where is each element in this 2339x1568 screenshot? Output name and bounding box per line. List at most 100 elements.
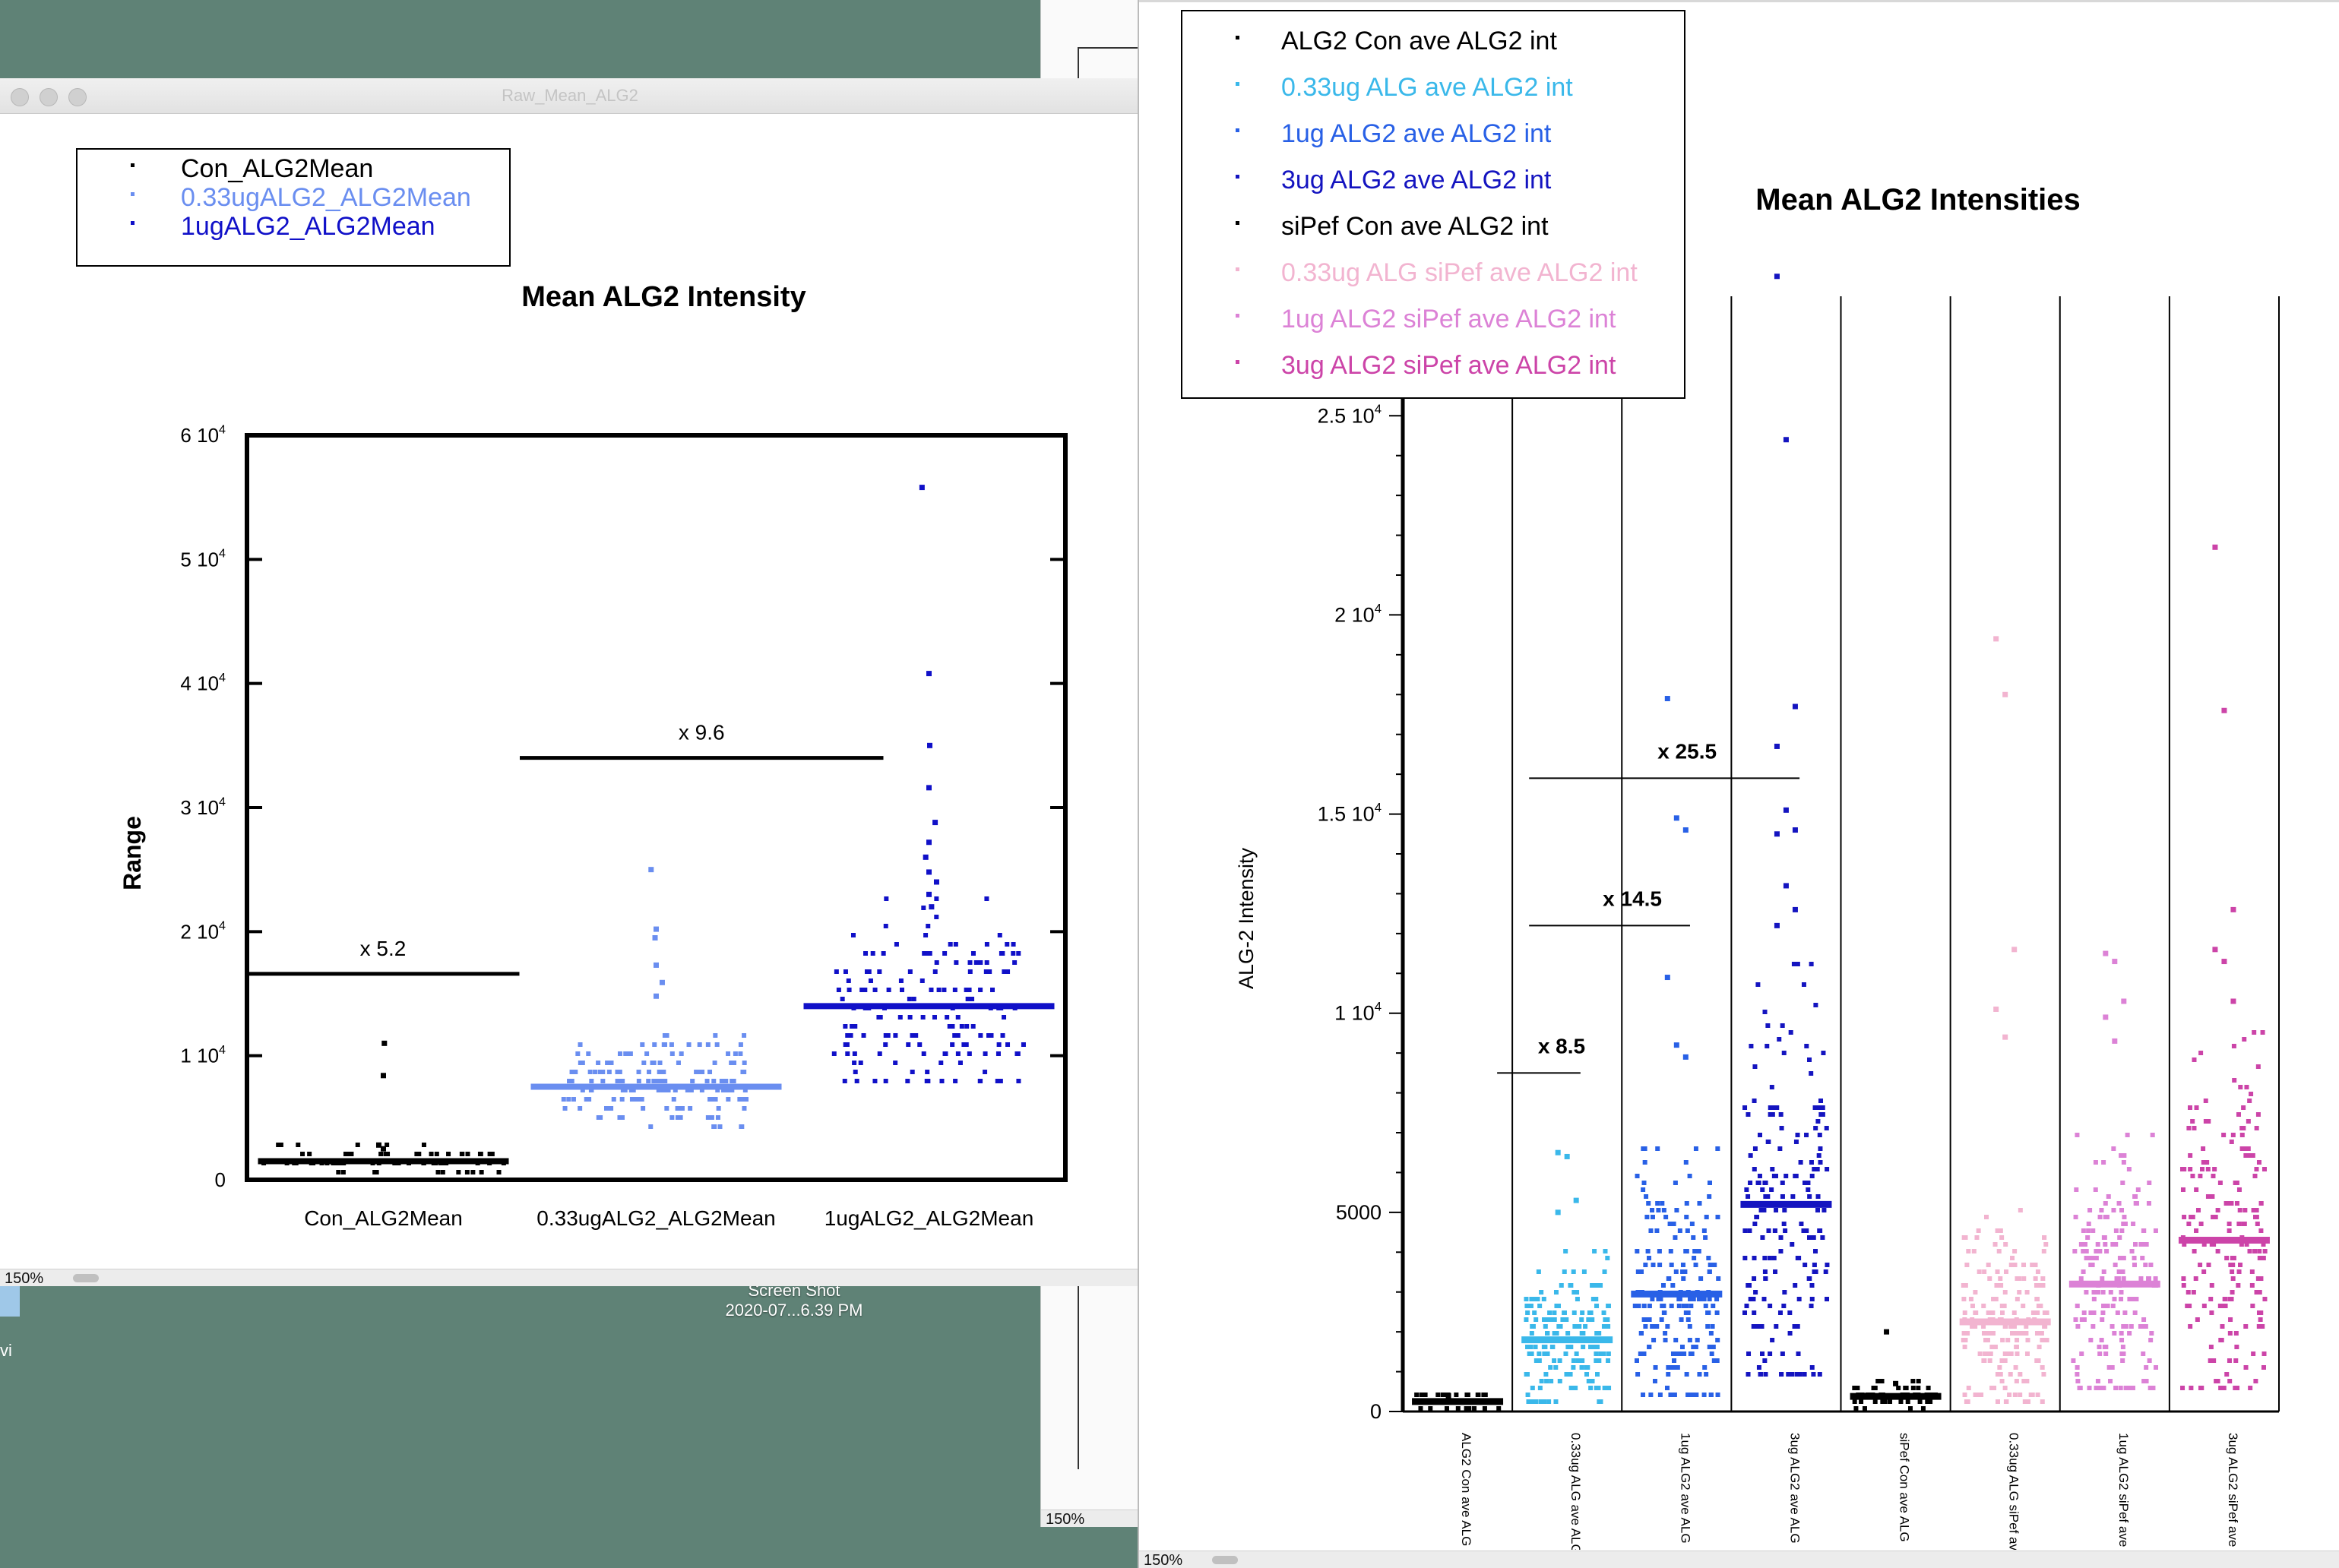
desktop-file-icon[interactable] [0,1286,20,1317]
screenshot-label[interactable]: Screen Shot 2020-07...6.39 PM [707,1281,881,1320]
data-point [1997,1365,2002,1370]
data-point [1567,1345,1572,1349]
back-zoom-select[interactable]: 150% [1046,1511,1085,1527]
data-point [1825,1167,1830,1171]
x-tick-label: 1ugALG2_ALG2Mean [825,1206,1034,1230]
data-point [2242,1037,2247,1042]
zoom-button[interactable] [68,88,87,106]
data-point [1809,962,1814,966]
data-point [965,997,970,1001]
right-window[interactable]: Mean ALG2 Intensities 0 5000 1 104 1.5 104 2 … [1138,0,2339,1568]
data-point [1689,1222,1695,1226]
data-point [861,1033,866,1038]
data-point [2022,1399,2027,1404]
data-point [1710,1324,1715,1329]
data-point [1755,982,1761,987]
data-point [1770,1338,1775,1342]
right-scrollbar[interactable] [1212,1556,1238,1564]
data-point [1664,1386,1670,1390]
x-tick-label: siPef Con ave ALG [1897,1433,1912,1542]
data-point [1758,1372,1763,1377]
data-point [1647,1345,1652,1349]
data-point [2087,1386,2092,1390]
legend-label: 1ug ALG2 ave ALG2 int [1281,119,1552,148]
data-point [1695,1338,1700,1342]
data-point [278,1143,283,1147]
data-point [1552,1317,1557,1322]
data-point [1659,1317,1664,1322]
data-point [942,988,947,992]
data-point [1778,1235,1784,1240]
data-point [1414,1393,1420,1397]
data-point [1706,1256,1711,1260]
chart-title: Mean ALG2 Intensity [521,281,806,313]
data-point [1786,1372,1791,1377]
data-point [2209,1283,2214,1288]
data-point [1990,1310,1996,1315]
data-point [1964,1263,1970,1267]
minimize-button[interactable] [40,88,58,106]
data-point [636,1079,641,1083]
data-point [1648,1228,1654,1233]
data-point [1647,1317,1652,1322]
data-point [1557,1379,1562,1383]
data-point [1636,1304,1641,1308]
data-point [1650,1324,1655,1329]
x-tick-label: 0.33ugALG2_ALG2Mean [536,1206,775,1230]
data-point [1781,1222,1787,1226]
left-window[interactable]: Raw_Mean_ALG2 Con_ALG2Mean 0.33ugALG2_AL… [0,78,1140,1286]
data-point [2131,1222,2136,1226]
data-point [464,1170,470,1174]
data-point [2186,1126,2192,1130]
data-point [1999,1235,2005,1240]
data-point [1781,1304,1787,1308]
data-point [656,1088,661,1092]
data-point [1529,1399,1534,1404]
data-point [2215,1208,2220,1212]
data-point [2025,1338,2030,1342]
data-point [2010,1331,2015,1336]
data-point [2088,1338,2094,1342]
close-button[interactable] [11,88,29,106]
data-point [1711,1358,1717,1363]
data-point [2223,1297,2228,1301]
left-titlebar[interactable]: Raw_Mean_ALG2 [0,78,1140,114]
data-point [1981,1331,1986,1336]
data-point [633,1097,638,1102]
data-point [1777,1310,1783,1315]
data-point [1697,1201,1702,1206]
data-point [1535,1297,1540,1301]
data-point [1700,1297,1705,1301]
data-point [1976,1228,1981,1233]
data-point [654,1079,660,1083]
data-point [1762,1269,1768,1274]
left-scrollbar[interactable] [73,1274,99,1282]
data-point [1825,1263,1830,1267]
y-tick-label: 0 [215,1168,226,1191]
data-point [2078,1242,2084,1247]
right-zoom-select[interactable]: 150% [1144,1552,1183,1568]
data-point [1663,1331,1668,1336]
data-point [1526,1399,1531,1404]
left-zoom-select[interactable]: 150% [5,1270,44,1286]
data-point [2247,1099,2252,1103]
data-point [1678,1351,1683,1356]
data-point [932,1015,937,1020]
data-point [1772,1228,1777,1233]
data-point [864,969,869,974]
data-point-outlier [1673,815,1679,821]
data-point [1809,1174,1815,1178]
data-point [1655,1201,1660,1206]
data-point [651,1061,657,1065]
data-point-outlier [2112,959,2118,965]
data-point [2119,1338,2125,1342]
data-point [2030,1310,2036,1315]
data-point [1705,1324,1711,1329]
data-point [1766,1140,1771,1144]
data-point [2071,1358,2076,1363]
data-point [938,1061,944,1065]
data-point [1644,1194,1649,1199]
legend-label: 0.33ug ALG ave ALG2 int [1281,73,1573,102]
data-point [567,1079,572,1083]
data-point-outlier [1792,906,1798,912]
